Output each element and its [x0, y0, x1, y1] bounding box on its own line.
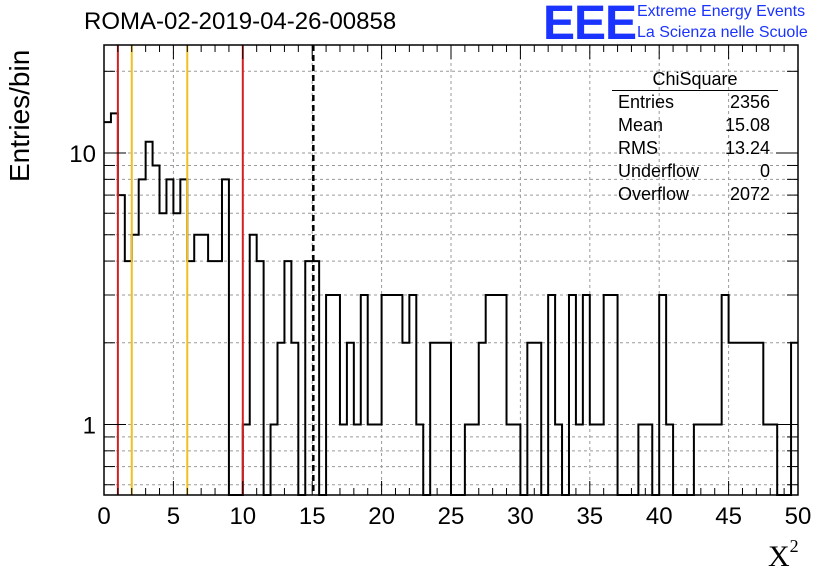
- histogram-bin: [729, 343, 736, 495]
- histogram-bin: [215, 261, 222, 495]
- histogram-bin: [402, 343, 409, 495]
- histogram-bin: [430, 343, 437, 495]
- histogram-bin: [534, 343, 541, 495]
- histogram-bin: [284, 261, 291, 495]
- histogram-bin: [160, 213, 167, 495]
- histogram-bin: [659, 295, 666, 495]
- histogram-bin: [583, 295, 590, 495]
- histogram-bin: [736, 343, 743, 495]
- plot-title: ROMA-02-2019-04-26-00858: [84, 8, 397, 35]
- histogram-bin: [527, 343, 534, 495]
- histogram-bin: [548, 295, 555, 495]
- histogram-bin: [479, 343, 486, 495]
- histogram-bin: [139, 179, 146, 495]
- x-tick-label: 20: [368, 503, 395, 530]
- histogram-bin: [111, 113, 118, 495]
- y-axis-label: Entries/bin: [4, 49, 35, 182]
- histogram-bin: [201, 235, 208, 495]
- histogram-bin: [333, 295, 340, 495]
- x-tick-label: 30: [507, 503, 534, 530]
- histogram-bin: [361, 295, 368, 495]
- histogram-bin: [569, 295, 576, 495]
- histogram-series: [104, 112, 798, 496]
- histogram-bin: [257, 261, 264, 495]
- histogram-bin: [409, 295, 416, 495]
- histogram-bin: [326, 295, 333, 495]
- histogram-bin: [389, 295, 396, 495]
- y-tick-labels: 1 10: [69, 141, 96, 439]
- histogram-step-line: [104, 112, 798, 496]
- histogram-bin: [500, 295, 507, 495]
- histogram-bin: [194, 235, 201, 495]
- histogram-bin: [153, 165, 160, 495]
- histogram-bin: [486, 295, 493, 495]
- stats-row-overflow: Overflow 2072: [618, 184, 770, 204]
- histogram-bin: [604, 295, 611, 495]
- histogram-bin: [611, 295, 618, 495]
- stats-row-mean: Mean 15.08: [618, 115, 770, 135]
- histogram-bin: [444, 343, 451, 495]
- logo-line-2: La Scienza nelle Scuole: [637, 24, 808, 41]
- histogram-bin: [305, 261, 312, 495]
- stats-title: ChiSquare: [612, 68, 778, 91]
- histogram-bin: [187, 261, 194, 495]
- eee-logo: EEE: [543, 0, 637, 50]
- histogram-bin: [125, 261, 132, 495]
- x-tick-label: 35: [576, 503, 603, 530]
- stats-row-rms: RMS 13.24: [618, 138, 770, 158]
- histogram-bin: [756, 343, 763, 495]
- histogram-bin: [347, 343, 354, 495]
- x-tick-label: 15: [299, 503, 326, 530]
- histogram-bin: [278, 343, 285, 495]
- histogram-bin: [166, 179, 173, 495]
- y-tick-label: 10: [69, 141, 96, 168]
- histogram-bin: [493, 295, 500, 495]
- stats-box: ChiSquare Entries 2356 Mean 15.08 RMS 13.24…: [612, 68, 778, 206]
- x-tick-label: 25: [438, 503, 465, 530]
- histogram-bin: [222, 179, 229, 495]
- x-axis-label: X2: [768, 536, 799, 573]
- histogram-bin: [291, 343, 298, 495]
- x-tick-label: 50: [785, 503, 812, 530]
- x-tick-label: 45: [715, 503, 742, 530]
- y-tick-label: 1: [83, 413, 96, 440]
- stats-row-entries: Entries 2356: [618, 92, 770, 112]
- x-tick-label: 5: [167, 503, 180, 530]
- x-tick-label: 10: [229, 503, 256, 530]
- x-tick-label: 40: [646, 503, 673, 530]
- x-tick-labels: 0 5 10 15 20 25 30 35 40 45 50: [97, 503, 811, 530]
- histogram-bin: [749, 343, 756, 495]
- histogram-bin: [722, 295, 729, 495]
- histogram-bin: [742, 343, 749, 495]
- histogram-bin: [132, 235, 139, 495]
- threshold-lines: [116, 45, 315, 495]
- stats-row-underflow: Underflow 0: [618, 161, 770, 181]
- histogram-bin: [173, 213, 180, 495]
- x-tick-label: 0: [97, 503, 110, 530]
- histogram-bin: [104, 122, 111, 495]
- axes: [103, 44, 799, 496]
- histogram-bin: [118, 195, 125, 495]
- histogram-bin: [180, 179, 187, 495]
- histogram-bin: [382, 295, 389, 495]
- histogram-bin: [250, 235, 257, 495]
- histogram-bin: [208, 261, 215, 495]
- histogram-bin: [395, 295, 402, 495]
- logo-line-1: Extreme Energy Events: [637, 3, 806, 20]
- histogram-bin: [437, 343, 444, 495]
- histogram-bin: [791, 343, 798, 495]
